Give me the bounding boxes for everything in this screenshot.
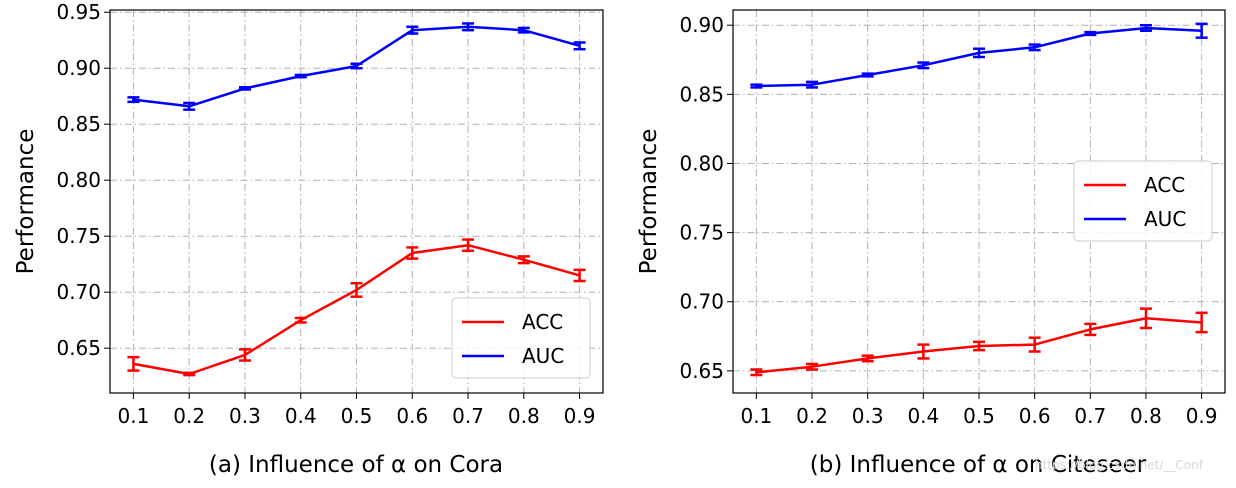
y-tick-label: 0.90 bbox=[56, 56, 101, 80]
x-tick-label: 0.7 bbox=[452, 404, 484, 428]
x-tick-label: 0.3 bbox=[229, 404, 261, 428]
x-tick-label: 0.1 bbox=[740, 404, 772, 428]
x-tick-label: 0.8 bbox=[1130, 404, 1162, 428]
x-tick-label: 0.1 bbox=[118, 404, 150, 428]
x-tick-label: 0.9 bbox=[1186, 404, 1218, 428]
x-tick-label: 0.6 bbox=[396, 404, 428, 428]
series-acc bbox=[750, 307, 1208, 377]
x-tick-label: 0.8 bbox=[508, 404, 540, 428]
x-tick-label: 0.7 bbox=[1074, 404, 1106, 428]
panel-a-cora: 0.1 0.2 0.3 0.4 0.5 0.6 0.7 0.8 0.9 0.65 0.70 0.75 0… bbox=[13, 0, 604, 478]
y-tick-label: 0.85 bbox=[679, 82, 724, 106]
y-tick-label: 0.65 bbox=[56, 336, 101, 360]
x-tick-label: 0.4 bbox=[285, 404, 317, 428]
panel-caption: (b) Influence of α on Citeseer bbox=[810, 452, 1147, 478]
x-tick-label: 0.5 bbox=[341, 404, 373, 428]
legend-label-auc: AUC bbox=[1144, 207, 1186, 231]
y-tick-label: 0.80 bbox=[56, 168, 101, 192]
y-axis-label: Performance bbox=[13, 129, 39, 275]
y-tick-label: 0.95 bbox=[56, 0, 101, 24]
y-axis-label: Performance bbox=[636, 129, 662, 275]
watermark-text: https://blog.csdn.net/__Conf bbox=[1035, 458, 1203, 472]
y-tick-label: 0.90 bbox=[679, 13, 724, 37]
y-tick-label: 0.75 bbox=[679, 221, 724, 245]
y-tick-label: 0.65 bbox=[679, 359, 724, 383]
panel-b-citeseer: 0.1 0.2 0.3 0.4 0.5 0.6 0.7 0.8 0.9 0.65 0.70 0.75 0… bbox=[636, 9, 1226, 478]
x-tick-label: 0.5 bbox=[963, 404, 995, 428]
legend-box bbox=[451, 297, 591, 379]
legend: ACC AUC bbox=[1073, 160, 1213, 242]
x-tick-label: 0.3 bbox=[852, 404, 884, 428]
panel-caption: (a) Influence of α on Cora bbox=[209, 452, 503, 478]
series-auc bbox=[127, 22, 586, 111]
x-tick-label: 0.2 bbox=[796, 404, 828, 428]
y-tick-label: 0.70 bbox=[56, 280, 101, 304]
y-tick-label: 0.85 bbox=[56, 112, 101, 136]
x-tick-label: 0.4 bbox=[907, 404, 939, 428]
x-tick-label: 0.9 bbox=[564, 404, 596, 428]
x-tick-label: 0.6 bbox=[1019, 404, 1051, 428]
legend-label-auc: AUC bbox=[522, 344, 564, 368]
x-tick-label: 0.2 bbox=[173, 404, 205, 428]
legend: ACC AUC bbox=[451, 297, 591, 379]
series-acc bbox=[127, 238, 586, 377]
legend-label-acc: ACC bbox=[1144, 173, 1185, 197]
y-tick-label: 0.75 bbox=[56, 224, 101, 248]
series-auc bbox=[750, 22, 1208, 89]
y-tick-label: 0.80 bbox=[679, 151, 724, 175]
legend-label-acc: ACC bbox=[522, 310, 563, 334]
y-tick-label: 0.70 bbox=[679, 290, 724, 314]
legend-box bbox=[1073, 160, 1213, 242]
